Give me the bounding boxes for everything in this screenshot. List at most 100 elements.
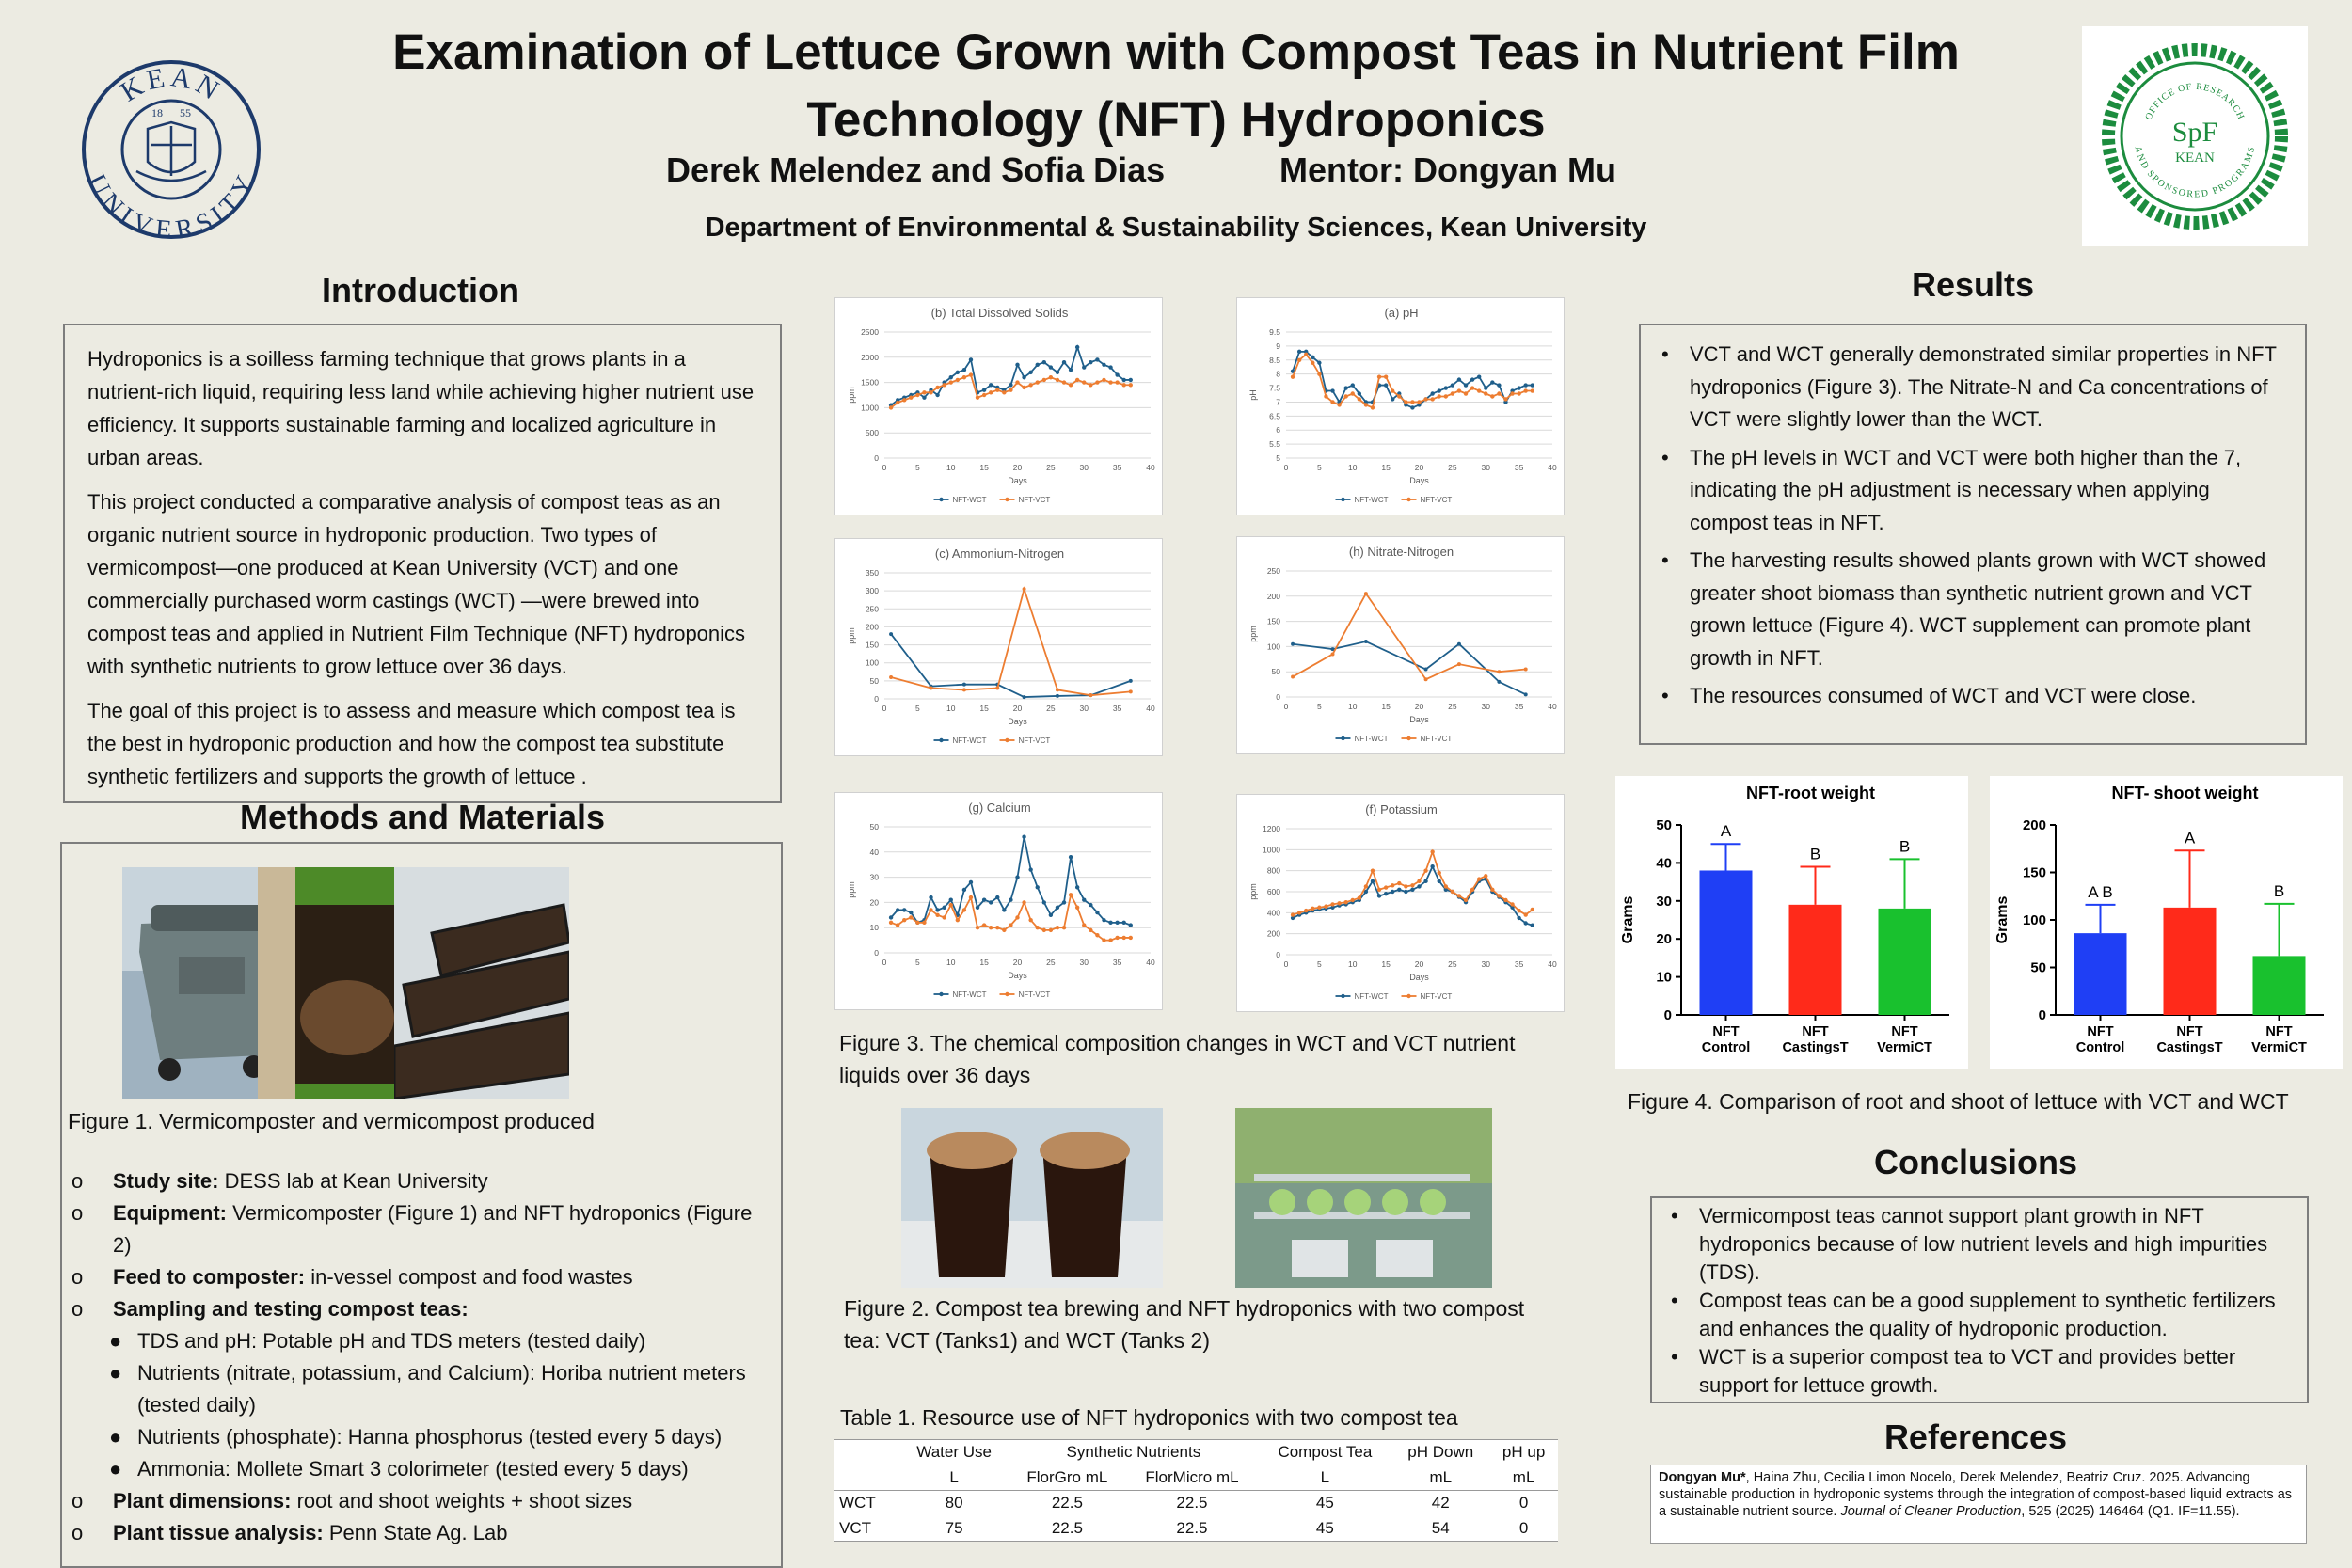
data-point (961, 887, 967, 893)
table-header-cell: pH Down (1407, 1443, 1474, 1461)
figure-2-caption: Figure 2. Compost tea brewing and NFT hy… (844, 1296, 1525, 1353)
y-tick-label: 1000 (1263, 845, 1280, 854)
poster-title-line-2: Technology (NFT) Hydroponics (806, 92, 1546, 148)
chart-ph: (a) pH 5 5.5 6 6.5 7 7.5 8 8.5 9 9.5 0 5 10 15 20 25 30 35… (1236, 297, 1565, 515)
x-tick-label: 30 (1482, 463, 1491, 472)
data-point (1317, 905, 1322, 910)
y-tick-label: 20 (1656, 931, 1672, 947)
references-heading: References (1883, 1418, 2068, 1456)
table-unit-cell: L (949, 1468, 959, 1486)
methods-item-text: Vermicomposter (Figure 1) and NFT hydrop… (113, 1201, 753, 1257)
chart-ammonium: (c) Ammonium-Nitrogen 0 50 100 150 200 250 300 3… (834, 538, 1163, 756)
data-point (1343, 899, 1348, 905)
methods-list: o Study site: DESS lab at Kean University… (72, 1165, 775, 1549)
data-point (981, 388, 987, 392)
data-point (1022, 900, 1026, 905)
x-tick-label: 35 (1113, 704, 1122, 713)
data-point (935, 392, 940, 398)
legend-marker (1406, 993, 1411, 999)
data-point (1311, 360, 1315, 365)
results-bullet-text: The pH levels in WCT and VCT were both h… (1690, 445, 2242, 534)
data-point (1523, 383, 1528, 388)
reference-text-1: , Haina Zhu, Cecilia Limon Nocelo, Derek… (1659, 1470, 2293, 1519)
data-point (1015, 380, 1020, 385)
x-tick-label: 25 (1448, 959, 1457, 969)
y-tick-label: 40 (1656, 855, 1672, 871)
table-cell: 80 (945, 1494, 963, 1513)
data-point (1404, 889, 1408, 895)
methods-item: ● TDS and pH: Potable pH and TDS meters (… (72, 1325, 775, 1357)
data-point (1009, 383, 1013, 388)
table-cell: 0 (1518, 1494, 1529, 1513)
data-point (1417, 879, 1422, 884)
bar (1699, 870, 1753, 1015)
data-point (1456, 894, 1462, 898)
data-point (1048, 365, 1054, 370)
data-point (1304, 908, 1309, 913)
data-point (1456, 377, 1462, 382)
data-point (955, 370, 961, 375)
legend-marker (1406, 497, 1411, 502)
data-point (1041, 359, 1046, 365)
x-tick-label: 30 (1080, 463, 1089, 472)
data-point (1291, 641, 1295, 646)
data-point (1128, 935, 1133, 941)
methods-heading: Methods and Materials (239, 798, 606, 836)
data-point (1463, 391, 1469, 396)
legend-marker (939, 991, 944, 997)
data-point (1463, 897, 1469, 903)
data-point (1430, 864, 1435, 869)
x-tick-label: 35 (1515, 959, 1524, 969)
table-cell: 45 (1315, 1494, 1334, 1513)
series-line (890, 586, 1131, 697)
y-axis-label: pH (1248, 389, 1258, 401)
data-point (1417, 400, 1422, 404)
data-point (929, 686, 933, 690)
data-point (1376, 374, 1382, 379)
data-point (1068, 368, 1073, 372)
data-point (968, 895, 974, 900)
data-point (1430, 849, 1435, 854)
spf-logo-frame: OFFICE OF RESEARCH AND SPONSORED PROGRAM… (2082, 26, 2308, 246)
conclusions-bullet-text: WCT is a superior compost tea to VCT and… (1699, 1345, 2236, 1397)
y-tick-label: 500 (866, 428, 879, 437)
data-point (1410, 405, 1415, 410)
data-point (1061, 359, 1067, 365)
data-point (942, 905, 946, 910)
data-point (1470, 386, 1475, 390)
data-point (1095, 357, 1100, 362)
x-tick-label: 20 (1415, 702, 1424, 711)
data-point (1383, 892, 1389, 896)
data-point (1028, 867, 1033, 872)
data-point (935, 385, 940, 390)
y-tick-label: 10 (1656, 970, 1672, 986)
data-point (1330, 400, 1335, 404)
figure-1-caption: Figure 1. Vermicomposter and vermicompos… (68, 1109, 595, 1133)
data-point (1128, 923, 1133, 927)
data-point (1128, 689, 1133, 694)
data-point (1048, 927, 1054, 933)
table-unit-cell: FlorMicro mL (1145, 1468, 1239, 1486)
y-tick-label: 20 (870, 897, 880, 907)
series-line (890, 836, 1132, 927)
root-weight-bar-chart: NFT-root weight01020304050GramsANFTContr… (1620, 784, 1949, 1055)
data-point (1437, 394, 1441, 399)
data-point (1370, 405, 1375, 410)
methods-box: Figure 1. Vermicomposter and vermicompos… (60, 842, 783, 1568)
data-point (1121, 383, 1126, 388)
chart-tds: (b) Total Dissolved Solids 0 500 1000 1500 20… (834, 297, 1163, 515)
y-tick-label: 150 (866, 641, 879, 650)
methods-item-text: TDS and pH: Potable pH and TDS meters (t… (137, 1329, 646, 1353)
y-tick-label: 0 (2039, 1007, 2046, 1023)
legend-marker (1005, 497, 1009, 502)
resource-table-wrap: Water Use Synthetic Nutrients Compost Te… (834, 1439, 1558, 1542)
data-point (909, 915, 914, 920)
x-axis-label: Days (1409, 715, 1429, 724)
legend-marker (1005, 737, 1009, 743)
vermicompost-bin-photo (258, 867, 433, 1099)
data-point (1115, 920, 1120, 926)
y-tick-label: 2500 (861, 327, 879, 337)
y-axis-label: ppm (847, 627, 856, 644)
introduction-heading: Introduction (322, 271, 519, 309)
data-point (1291, 674, 1295, 679)
